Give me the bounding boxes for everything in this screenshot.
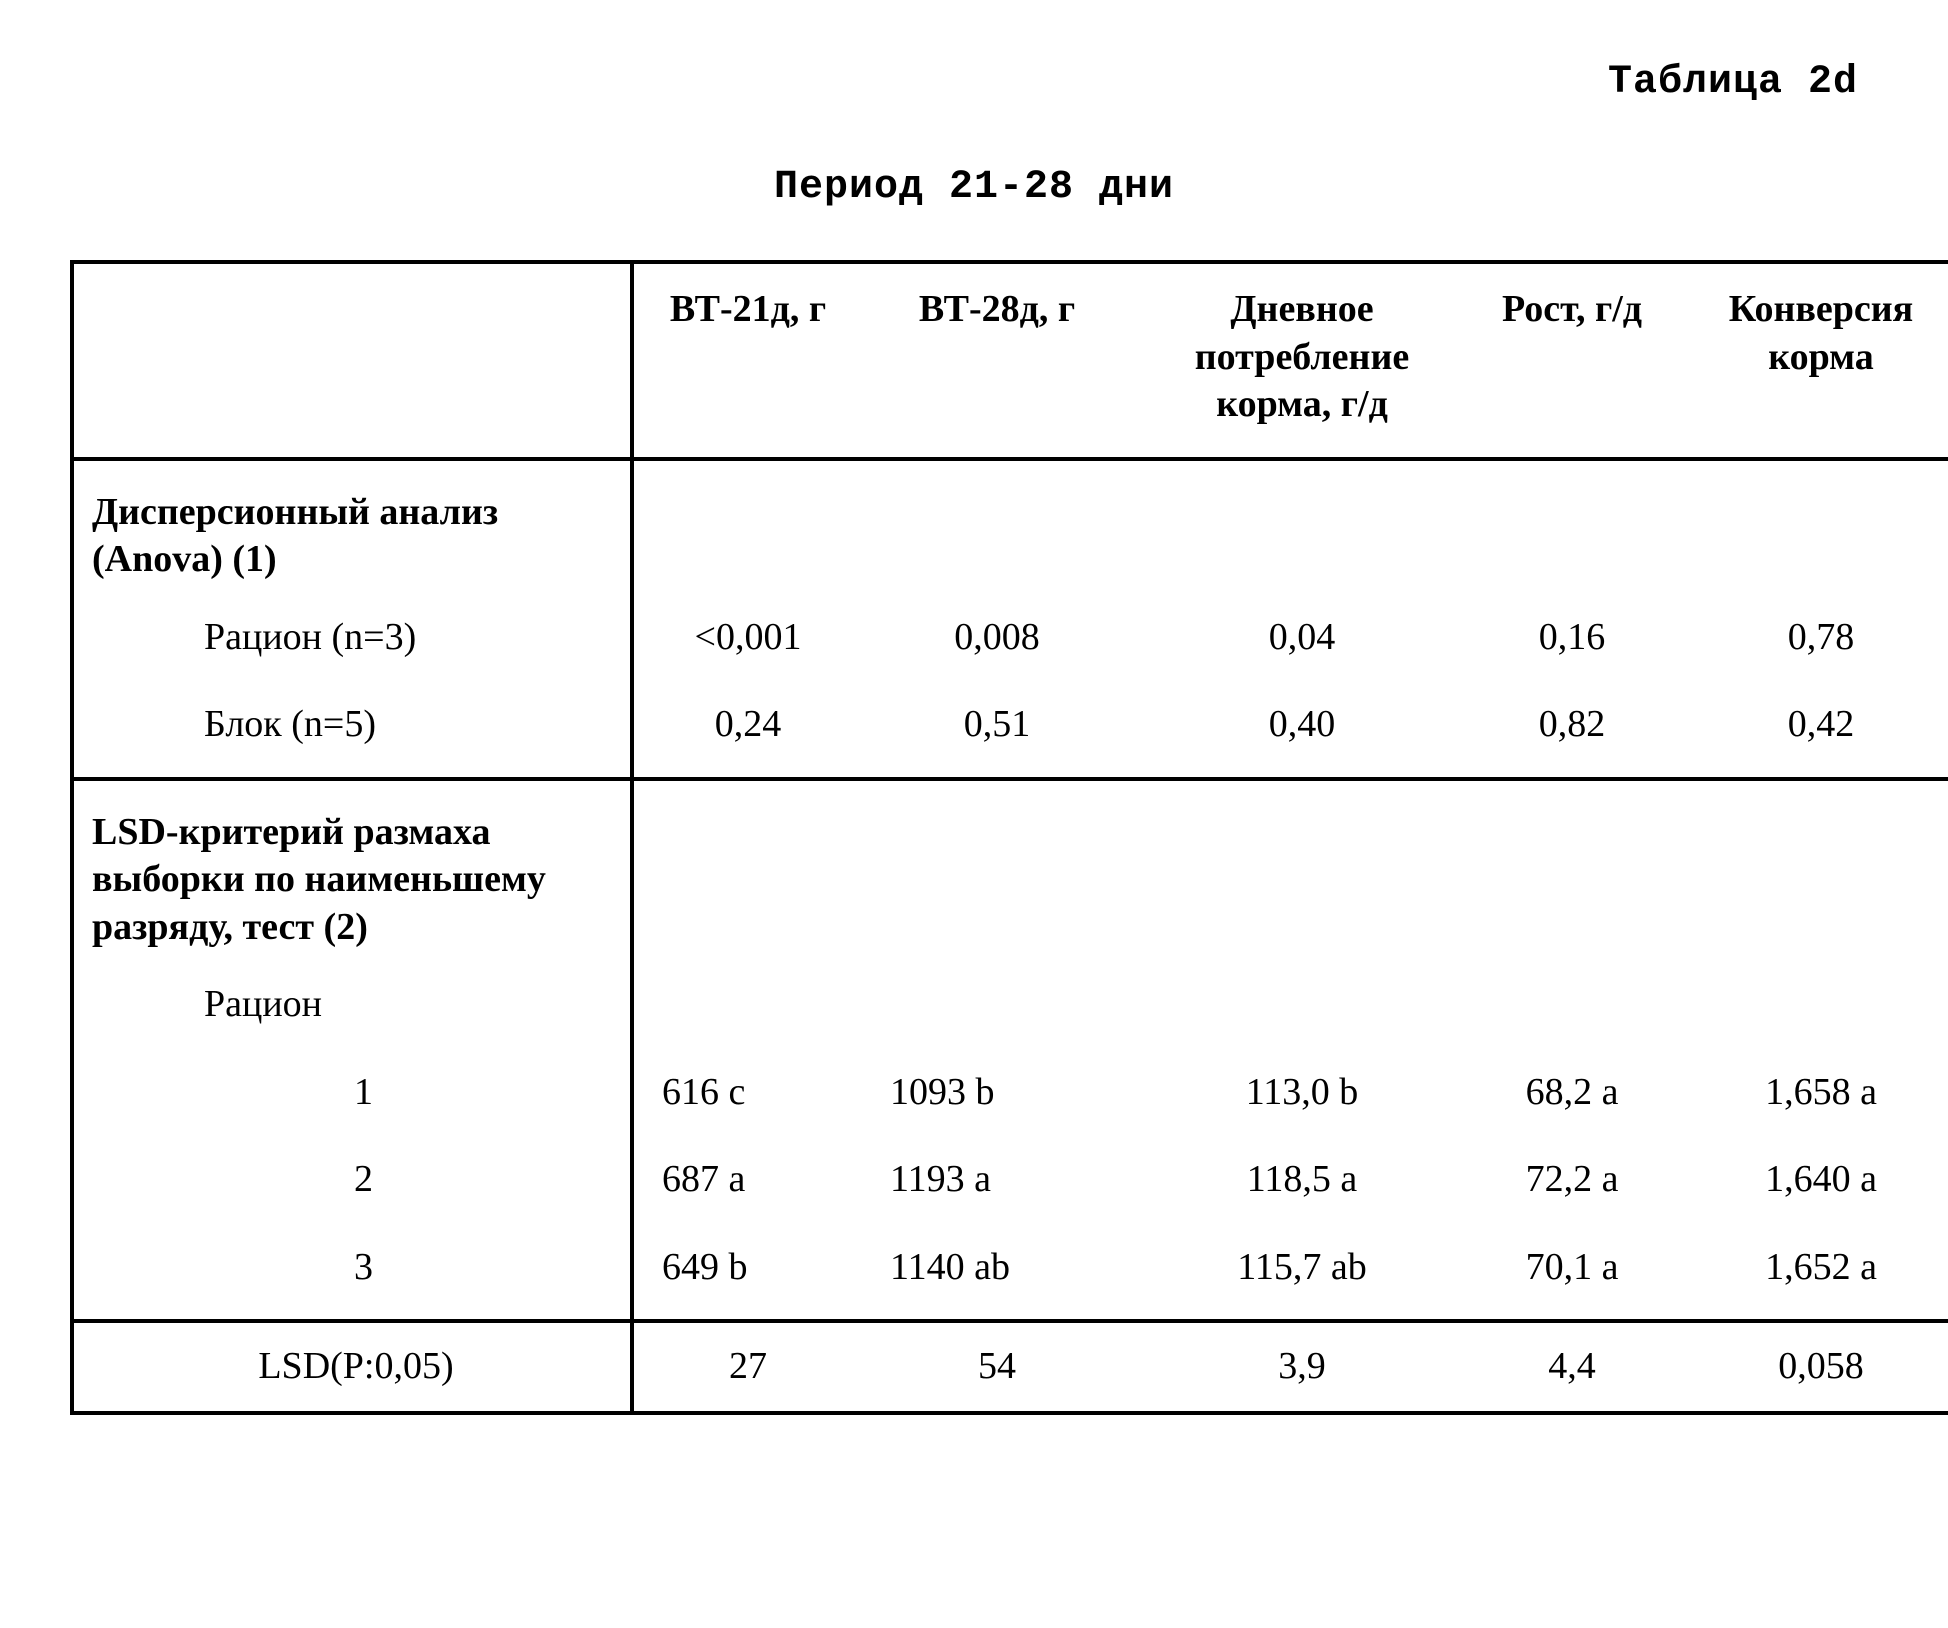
col-header-c1: ВТ-21д, г [632,262,862,459]
footer-c4: 4,4 [1472,1321,1672,1413]
section-2-subheading-row: Рацион [72,961,1948,1049]
col-header-c2: ВТ-28д, г [862,262,1132,459]
cell-c5: 1,640 a [1672,1136,1948,1224]
col-header-c5: Конверсия корма [1672,262,1948,459]
empty-cell [1132,459,1472,594]
cell-c4: 68,2 a [1472,1049,1672,1137]
empty-cell [1472,961,1672,1049]
section-1-heading: Дисперсионный анализ (Anova) (1) [72,459,632,594]
empty-cell [862,961,1132,1049]
cell-c3: 113,0 b [1132,1049,1472,1137]
footer-row: LSD(P:0,05) 27 54 3,9 4,4 0,058 [72,1321,1948,1413]
cell-c5: 1,652 a [1672,1224,1948,1322]
cell-c4: 70,1 a [1472,1224,1672,1322]
footer-c3: 3,9 [1132,1321,1472,1413]
table-row: Блок (n=5) 0,24 0,51 0,40 0,82 0,42 [72,681,1948,779]
empty-cell [1472,779,1672,962]
cell-c2: 1193 a [862,1136,1132,1224]
table-label: Таблица 2d [70,60,1858,105]
empty-cell [862,779,1132,962]
data-table: ВТ-21д, г ВТ-28д, г Дневное потребление … [70,260,1948,1415]
cell-c3: 0,40 [1132,681,1472,779]
footer-label: LSD(P:0,05) [72,1321,632,1413]
table-subtitle: Период 21-28 дни [70,165,1878,210]
col-header-c3: Дневное потребление корма, г/д [1132,262,1472,459]
cell-c1: 0,24 [632,681,862,779]
cell-c2: 1140 ab [862,1224,1132,1322]
footer-c5: 0,058 [1672,1321,1948,1413]
cell-c3: 115,7 ab [1132,1224,1472,1322]
empty-cell [632,459,862,594]
table-header-row: ВТ-21д, г ВТ-28д, г Дневное потребление … [72,262,1948,459]
cell-c4: 0,16 [1472,594,1672,682]
table-row: Рацион (n=3) <0,001 0,008 0,04 0,16 0,78 [72,594,1948,682]
row-label: Рацион (n=3) [72,594,632,682]
cell-c1: 687 a [632,1136,862,1224]
cell-c4: 0,82 [1472,681,1672,779]
empty-cell [1672,779,1948,962]
empty-cell [1472,459,1672,594]
cell-c5: 0,42 [1672,681,1948,779]
cell-c2: 1093 b [862,1049,1132,1137]
section-1-heading-row: Дисперсионный анализ (Anova) (1) [72,459,1948,594]
empty-cell [632,779,862,962]
empty-cell [862,459,1132,594]
empty-cell [1672,459,1948,594]
empty-cell [632,961,862,1049]
cell-c5: 1,658 a [1672,1049,1948,1137]
empty-cell [1672,961,1948,1049]
footer-c1: 27 [632,1321,862,1413]
cell-c5: 0,78 [1672,594,1948,682]
cell-c1: <0,001 [632,594,862,682]
row-label: 2 [72,1136,632,1224]
table-row: 1 616 c 1093 b 113,0 b 68,2 a 1,658 a [72,1049,1948,1137]
page: Таблица 2d Период 21-28 дни ВТ-21д, г ВТ… [0,0,1948,1628]
row-label: Блок (n=5) [72,681,632,779]
cell-c4: 72,2 a [1472,1136,1672,1224]
cell-c3: 118,5 a [1132,1136,1472,1224]
footer-c2: 54 [862,1321,1132,1413]
cell-c1: 616 c [632,1049,862,1137]
section-2-heading-row: LSD-критерий размаха выборки по наименьш… [72,779,1948,962]
cell-c1: 649 b [632,1224,862,1322]
col-header-c4: Рост, г/д [1472,262,1672,459]
cell-c2: 0,51 [862,681,1132,779]
empty-cell [1132,779,1472,962]
section-2-heading: LSD-критерий размаха выборки по наименьш… [72,779,632,962]
row-label: 1 [72,1049,632,1137]
section-2-subheading: Рацион [72,961,632,1049]
cell-c3: 0,04 [1132,594,1472,682]
cell-c2: 0,008 [862,594,1132,682]
row-label: 3 [72,1224,632,1322]
col-header-label [72,262,632,459]
empty-cell [1132,961,1472,1049]
table-row: 3 649 b 1140 ab 115,7 ab 70,1 a 1,652 a [72,1224,1948,1322]
table-row: 2 687 a 1193 a 118,5 a 72,2 a 1,640 a [72,1136,1948,1224]
